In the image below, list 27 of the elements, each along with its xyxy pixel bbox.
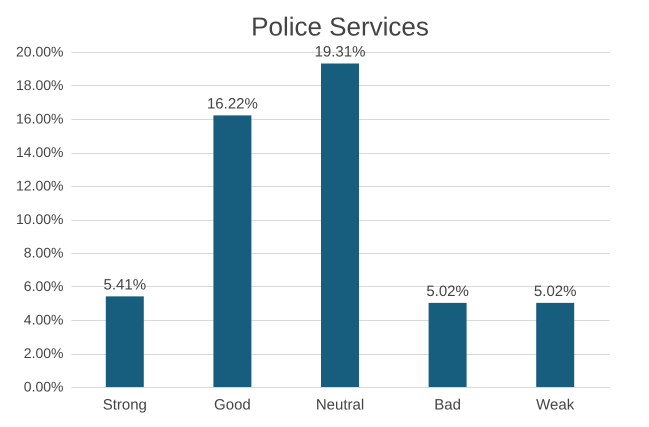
x-tick-label: Neutral [316,396,364,414]
data-label: 5.02% [534,282,576,300]
y-tick-label: 4.00% [24,312,64,328]
data-label: 5.02% [426,282,469,300]
x-tick-label: Strong [102,396,147,414]
y-tick-label: 6.00% [24,278,64,294]
chart-title: Police Services [251,12,429,42]
x-tick-label: Good [214,396,251,414]
bar [106,296,144,387]
bar [321,64,359,387]
bar [213,115,252,387]
data-label: 16.22% [206,95,258,112]
y-tick-label: 18.00% [16,77,64,93]
data-label: 5.41% [104,276,146,294]
y-tick-label: 0.00% [24,378,64,394]
x-tick-label: Bad [434,396,461,414]
y-tick-label: 16.00% [16,110,64,126]
data-label: 19.31% [314,44,366,61]
y-tick-label: 8.00% [24,244,64,260]
bar [536,302,574,387]
y-tick-label: 2.00% [24,345,64,361]
bar [428,302,467,387]
y-tick-label: 14.00% [16,144,64,160]
y-tick-label: 20.00% [16,44,64,60]
y-tick-label: 12.00% [16,178,64,194]
x-tick-label: Weak [536,396,575,414]
y-tick-label: 10.00% [16,211,64,227]
